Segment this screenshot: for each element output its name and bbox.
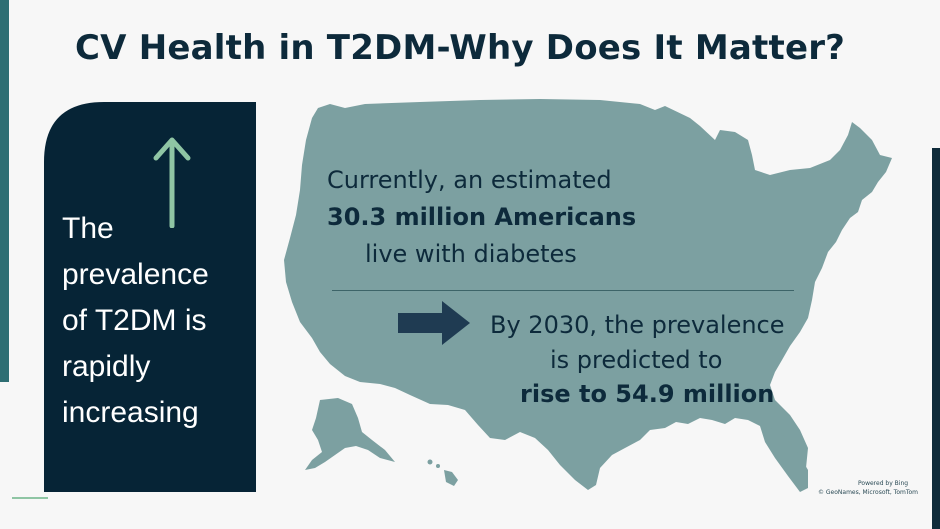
panel-line: increasing xyxy=(62,396,199,429)
panel-line: prevalence xyxy=(62,258,209,291)
projection-line-2: is predicted to xyxy=(550,346,723,374)
projection-line-3: rise to 54.9 million xyxy=(520,380,775,408)
prevalence-panel xyxy=(44,102,256,492)
right-accent-bar xyxy=(932,148,940,529)
prevalence-statement: The prevalence of T2DM is rapidly increa… xyxy=(62,206,252,436)
divider-line xyxy=(332,290,794,291)
current-estimate-line-2: 30.3 million Americans xyxy=(327,203,637,231)
left-accent-bar xyxy=(0,0,9,382)
panel-line: The xyxy=(62,212,114,245)
panel-corner xyxy=(44,102,104,162)
map-copyright: © GeoNames, Microsoft, TomTom xyxy=(818,489,919,496)
arrow-right-icon xyxy=(398,301,470,345)
slide-title: CV Health in T2DM-Why Does It Matter? xyxy=(75,28,846,68)
map-attribution: Powered by Bing xyxy=(858,480,909,487)
current-estimate-line-3: live with diabetes xyxy=(365,240,577,268)
arrow-up-icon xyxy=(153,137,191,228)
bottom-accent-line xyxy=(12,497,48,499)
panel-line: of T2DM is xyxy=(62,304,207,337)
current-estimate-line-1: Currently, an estimated xyxy=(327,166,612,194)
panel-line: rapidly xyxy=(62,350,151,383)
projection-line-1: By 2030, the prevalence xyxy=(490,311,785,339)
